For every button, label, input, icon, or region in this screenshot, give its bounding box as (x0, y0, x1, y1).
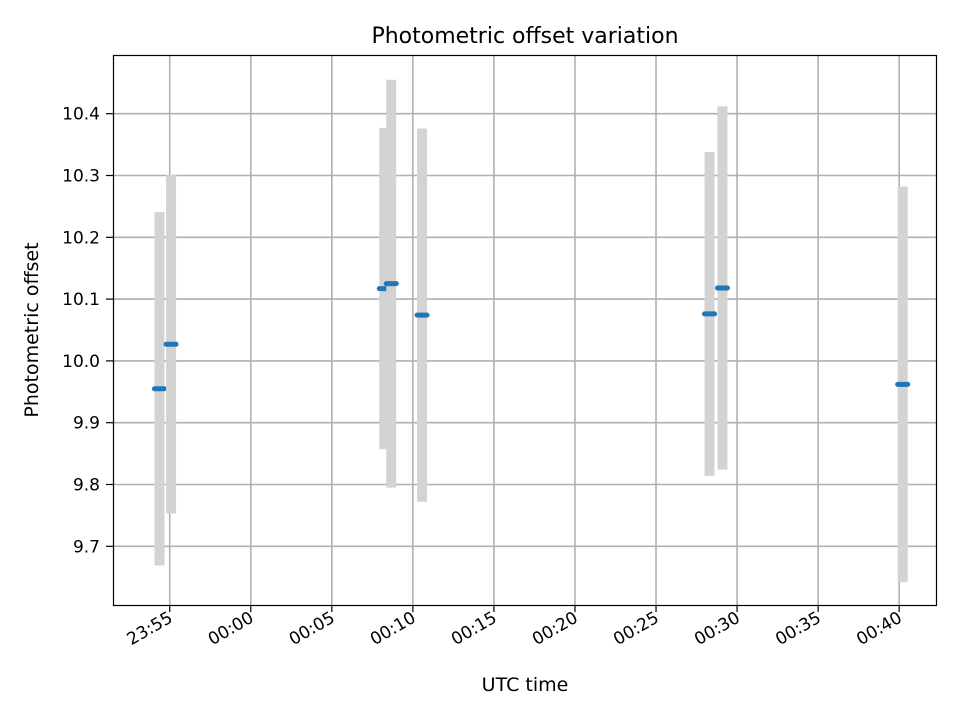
x-axis-label: UTC time (482, 674, 569, 696)
chart-title: Photometric offset variation (371, 24, 678, 49)
y-tick-label: 10.3 (62, 167, 100, 187)
y-tick-label: 9.7 (73, 537, 100, 557)
y-tick-label: 10.1 (62, 290, 100, 310)
y-tick-label: 9.8 (73, 475, 100, 495)
y-tick-label: 10.0 (62, 352, 100, 372)
y-tick-label: 9.9 (73, 414, 100, 434)
data-layer (151, 79, 911, 583)
y-axis-label: Photometric offset (21, 242, 43, 417)
y-tick-label: 10.2 (62, 228, 100, 248)
plot-frame (112, 54, 938, 607)
y-tick-label: 10.4 (62, 105, 100, 125)
